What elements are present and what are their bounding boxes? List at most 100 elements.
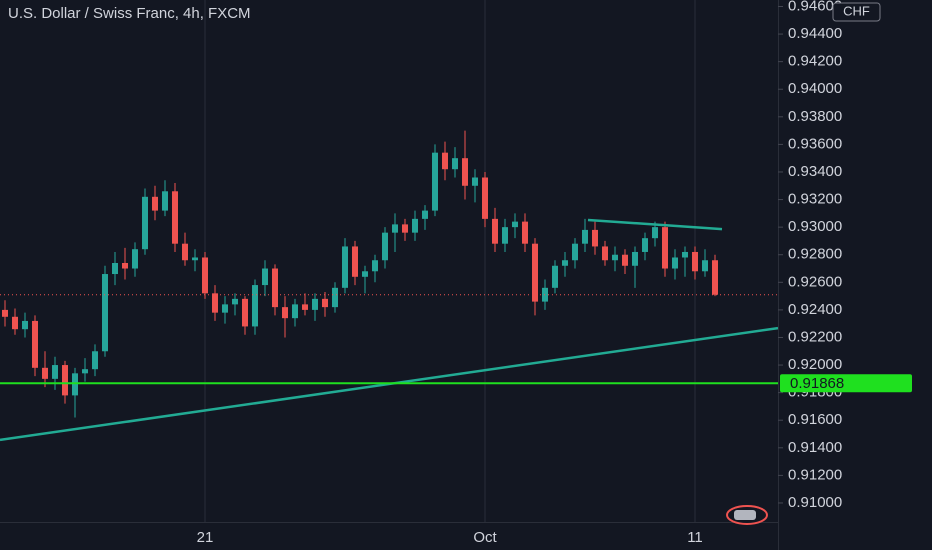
candle-body [602,246,608,261]
candle-body [582,229,588,244]
candle-body [402,224,408,233]
candle-body [572,243,578,261]
price-label: 0.91868 [790,375,844,392]
y-tick-label: 0.91600 [788,411,842,428]
y-tick-label: 0.92600 [788,273,842,290]
candle-body [22,320,28,330]
candle-body [702,260,708,272]
y-tick-label: 0.91000 [788,494,842,511]
candle-body [342,246,348,288]
logo-icon [726,505,768,525]
candle-body [372,260,378,272]
y-tick-label: 0.92400 [788,301,842,318]
candle-body [42,367,48,379]
y-tick-label: 0.94600 [788,0,842,14]
candle-body [142,196,148,250]
candle-body [162,191,168,211]
candle-body [292,304,298,319]
candle-body [132,249,138,269]
candle-body [422,210,428,219]
candle-body [252,285,258,327]
candle-body [552,265,558,288]
candle-body [152,196,158,211]
candle-body [662,227,668,269]
x-tick-label: 11 [687,529,703,546]
candle-body [452,158,458,170]
chart-title: U.S. Dollar / Swiss Franc, 4h, FXCM [8,5,251,22]
candle-body [202,257,208,294]
y-tick-label: 0.91400 [788,439,842,456]
candle-body [642,238,648,252]
candle-body [222,304,228,313]
candle-body [242,298,248,327]
candle-body [522,221,528,244]
candle-body [232,298,238,305]
candle-body [502,227,508,244]
candle-body [622,254,628,266]
y-tick-label: 0.92800 [788,246,842,263]
candle-body [212,293,218,313]
x-tick-label: 21 [197,529,214,546]
plot [0,130,779,442]
candle-body [82,369,88,374]
candle-body [282,307,288,319]
y-tick-label: 0.93800 [788,108,842,125]
y-tick-label: 0.92200 [788,328,842,345]
candle-body [632,251,638,266]
y-tick-label: 0.94000 [788,80,842,97]
candle-body [382,232,388,261]
candle-body [32,320,38,368]
candle-body [432,152,438,211]
candle-body [492,218,498,244]
currency-label: CHF [843,3,870,18]
x-tick-label: Oct [473,529,497,546]
candle-body [192,257,198,261]
candle-body [512,221,518,228]
candle-body [592,229,598,247]
y-tick-label: 0.93200 [788,191,842,208]
currency-badge [832,2,881,22]
trendline [587,218,723,231]
candle-body [462,158,468,186]
candle-body [332,287,338,308]
candle-body [412,218,418,233]
candle-body [172,191,178,244]
candle-body [472,177,478,186]
candle-body [12,316,18,330]
price-label-box [780,374,912,393]
candle-body [712,260,718,295]
candle-body [112,262,118,275]
candle-body [562,260,568,266]
candle-body [362,271,368,277]
candle-body [682,251,688,258]
candle-body [102,274,108,352]
candle-body [272,268,278,308]
candle-body [442,152,448,170]
candle-body [182,243,188,261]
candle-body [532,243,538,302]
y-tick-label: 0.92000 [788,356,842,373]
candle-body [672,257,678,269]
y-tick-label: 0.93600 [788,135,842,152]
candle-body [122,262,128,269]
y-tick-label: 0.93000 [788,218,842,235]
candle-body [312,298,318,310]
candle-body [62,365,68,396]
candle-body [482,177,488,219]
candle-body [612,254,618,261]
candle-body [322,298,328,308]
candle-body [2,309,8,317]
y-tick-label: 0.91200 [788,466,842,483]
candle-body [392,224,398,233]
candle-body [352,246,358,277]
candle-body [52,365,58,379]
candle-body [92,351,98,370]
y-tick-label: 0.94200 [788,53,842,70]
y-tick-label: 0.93400 [788,163,842,180]
candle-body [262,268,268,286]
candle-body [302,304,308,310]
price-axis: 0.910000.912000.914000.916000.918000.920… [778,0,912,511]
y-tick-label: 0.94400 [788,25,842,42]
